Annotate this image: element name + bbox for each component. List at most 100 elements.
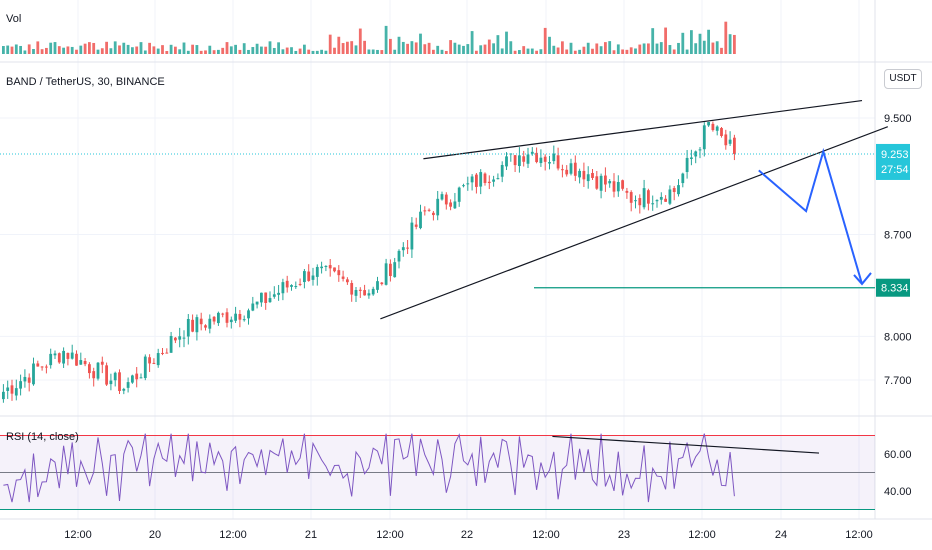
candle-body-157 <box>677 185 680 195</box>
volume-bar-7 <box>32 48 35 54</box>
candle-body-62 <box>268 298 272 303</box>
projection-path[interactable] <box>758 147 863 285</box>
volume-bar-139 <box>599 46 603 54</box>
volume-bar-30 <box>131 47 134 54</box>
volume-bar-25 <box>109 48 113 54</box>
volume-bar-113 <box>487 39 491 54</box>
time-tick-label: 12:00 <box>219 529 247 541</box>
candle-body-28 <box>122 388 126 391</box>
rsi-axis[interactable]: 60.00 40.00 <box>884 449 912 498</box>
upper-trendline[interactable] <box>423 99 863 160</box>
volume-bar-80 <box>346 41 349 54</box>
volume-bar-150 <box>647 43 650 54</box>
candle-body-92 <box>397 250 401 262</box>
candle-body-54 <box>234 313 237 321</box>
candle-body-49 <box>212 316 216 322</box>
rsi-tick-label: 60.00 <box>884 449 912 461</box>
volume-bar-158 <box>681 32 685 54</box>
volume-bar-15 <box>66 46 70 54</box>
projection-arrowhead[interactable] <box>853 272 872 286</box>
candle-body-86 <box>371 288 375 295</box>
volume-bar-45 <box>195 45 199 54</box>
price-tick-label: 8.700 <box>884 229 912 241</box>
volume-bar-110 <box>475 50 478 54</box>
volume-bar-43 <box>186 50 190 54</box>
candle-body-43 <box>186 319 190 337</box>
candle-body-119 <box>513 155 517 166</box>
volume-bar-18 <box>79 45 83 54</box>
volume-bar-86 <box>371 49 375 54</box>
candle-body-132 <box>569 163 573 174</box>
time-tick-label: 23 <box>618 529 630 541</box>
volume-bar-98 <box>423 44 427 54</box>
candle-body-108 <box>466 183 470 185</box>
volume-bar-120 <box>518 50 521 54</box>
volume-bar-163 <box>702 40 706 54</box>
volume-bar-51 <box>221 47 225 54</box>
volume-bar-88 <box>380 50 384 54</box>
symbol-title: BAND / TetherUS, 30, BINANCE <box>6 76 165 88</box>
candle-body-15 <box>66 352 70 359</box>
volume-bar-92 <box>397 36 401 54</box>
candle-body-19 <box>83 361 87 365</box>
candle-body-139 <box>599 175 603 191</box>
rsi-divergence-trendline[interactable] <box>552 435 820 454</box>
candle-body-149 <box>642 188 646 208</box>
candle-body-40 <box>174 337 177 341</box>
price-axis[interactable]: 9.500 8.700 8.000 7.700 9.253 27:54 8.334 <box>876 113 912 387</box>
candle-body-55 <box>238 313 242 320</box>
volume-bar-128 <box>552 45 556 54</box>
volume-bar-161 <box>694 43 698 54</box>
volume-bar-6 <box>27 44 31 54</box>
volume-bar-125 <box>539 49 543 54</box>
volume-bar-52 <box>225 42 229 54</box>
chart-drawings[interactable] <box>0 99 889 320</box>
candle-body-167 <box>720 128 723 136</box>
volume-bar-119 <box>513 50 517 54</box>
volume-bar-133 <box>573 50 577 54</box>
candle-body-75 <box>324 265 328 267</box>
volume-bar-41 <box>178 49 182 54</box>
candle-body-71 <box>307 271 311 281</box>
volume-bar-1 <box>6 45 10 54</box>
volume-bar-64 <box>277 42 280 54</box>
volume-bar-116 <box>500 48 504 54</box>
volume-bar-105 <box>453 42 457 54</box>
volume-bar-168 <box>724 21 728 54</box>
volume-bar-101 <box>436 45 440 54</box>
candle-body-104 <box>449 202 452 207</box>
volume-bar-49 <box>212 50 216 54</box>
rsi-tick-label: 40.00 <box>884 486 912 498</box>
candle-body-22 <box>96 362 100 379</box>
volume-bar-37 <box>161 45 164 54</box>
candle-body-150 <box>647 190 650 204</box>
lower-trendline[interactable] <box>380 126 889 320</box>
rsi-pane <box>0 433 875 510</box>
volume-bar-27 <box>118 45 121 54</box>
volume-bar-140 <box>604 42 607 54</box>
candle-body-168 <box>724 134 728 146</box>
candle-body-81 <box>350 283 354 295</box>
volume-bar-145 <box>625 49 629 54</box>
volume-bar-155 <box>668 45 672 54</box>
volume-bar-76 <box>328 34 332 54</box>
candle-body-128 <box>552 153 556 162</box>
candle-body-153 <box>659 196 663 200</box>
volume-bar-79 <box>341 43 345 54</box>
time-axis[interactable]: 12:00 20 12:00 21 12:00 22 12:00 23 12:00 24 12:00 <box>64 529 873 541</box>
candle-body-136 <box>586 174 590 182</box>
candle-body-73 <box>315 266 319 277</box>
candle-body-7 <box>32 363 35 385</box>
volume-bar-44 <box>191 44 194 54</box>
volume-bar-107 <box>462 45 465 54</box>
candle-body-4 <box>19 381 22 389</box>
candle-body-133 <box>573 162 577 176</box>
currency-unit-button[interactable]: USDT <box>884 69 922 89</box>
volume-bar-153 <box>659 42 663 54</box>
volume-bar-54 <box>234 44 237 54</box>
volume-bar-17 <box>75 49 78 54</box>
volume-bar-9 <box>40 49 44 54</box>
candle-body-114 <box>492 179 495 182</box>
candle-body-83 <box>358 289 362 291</box>
